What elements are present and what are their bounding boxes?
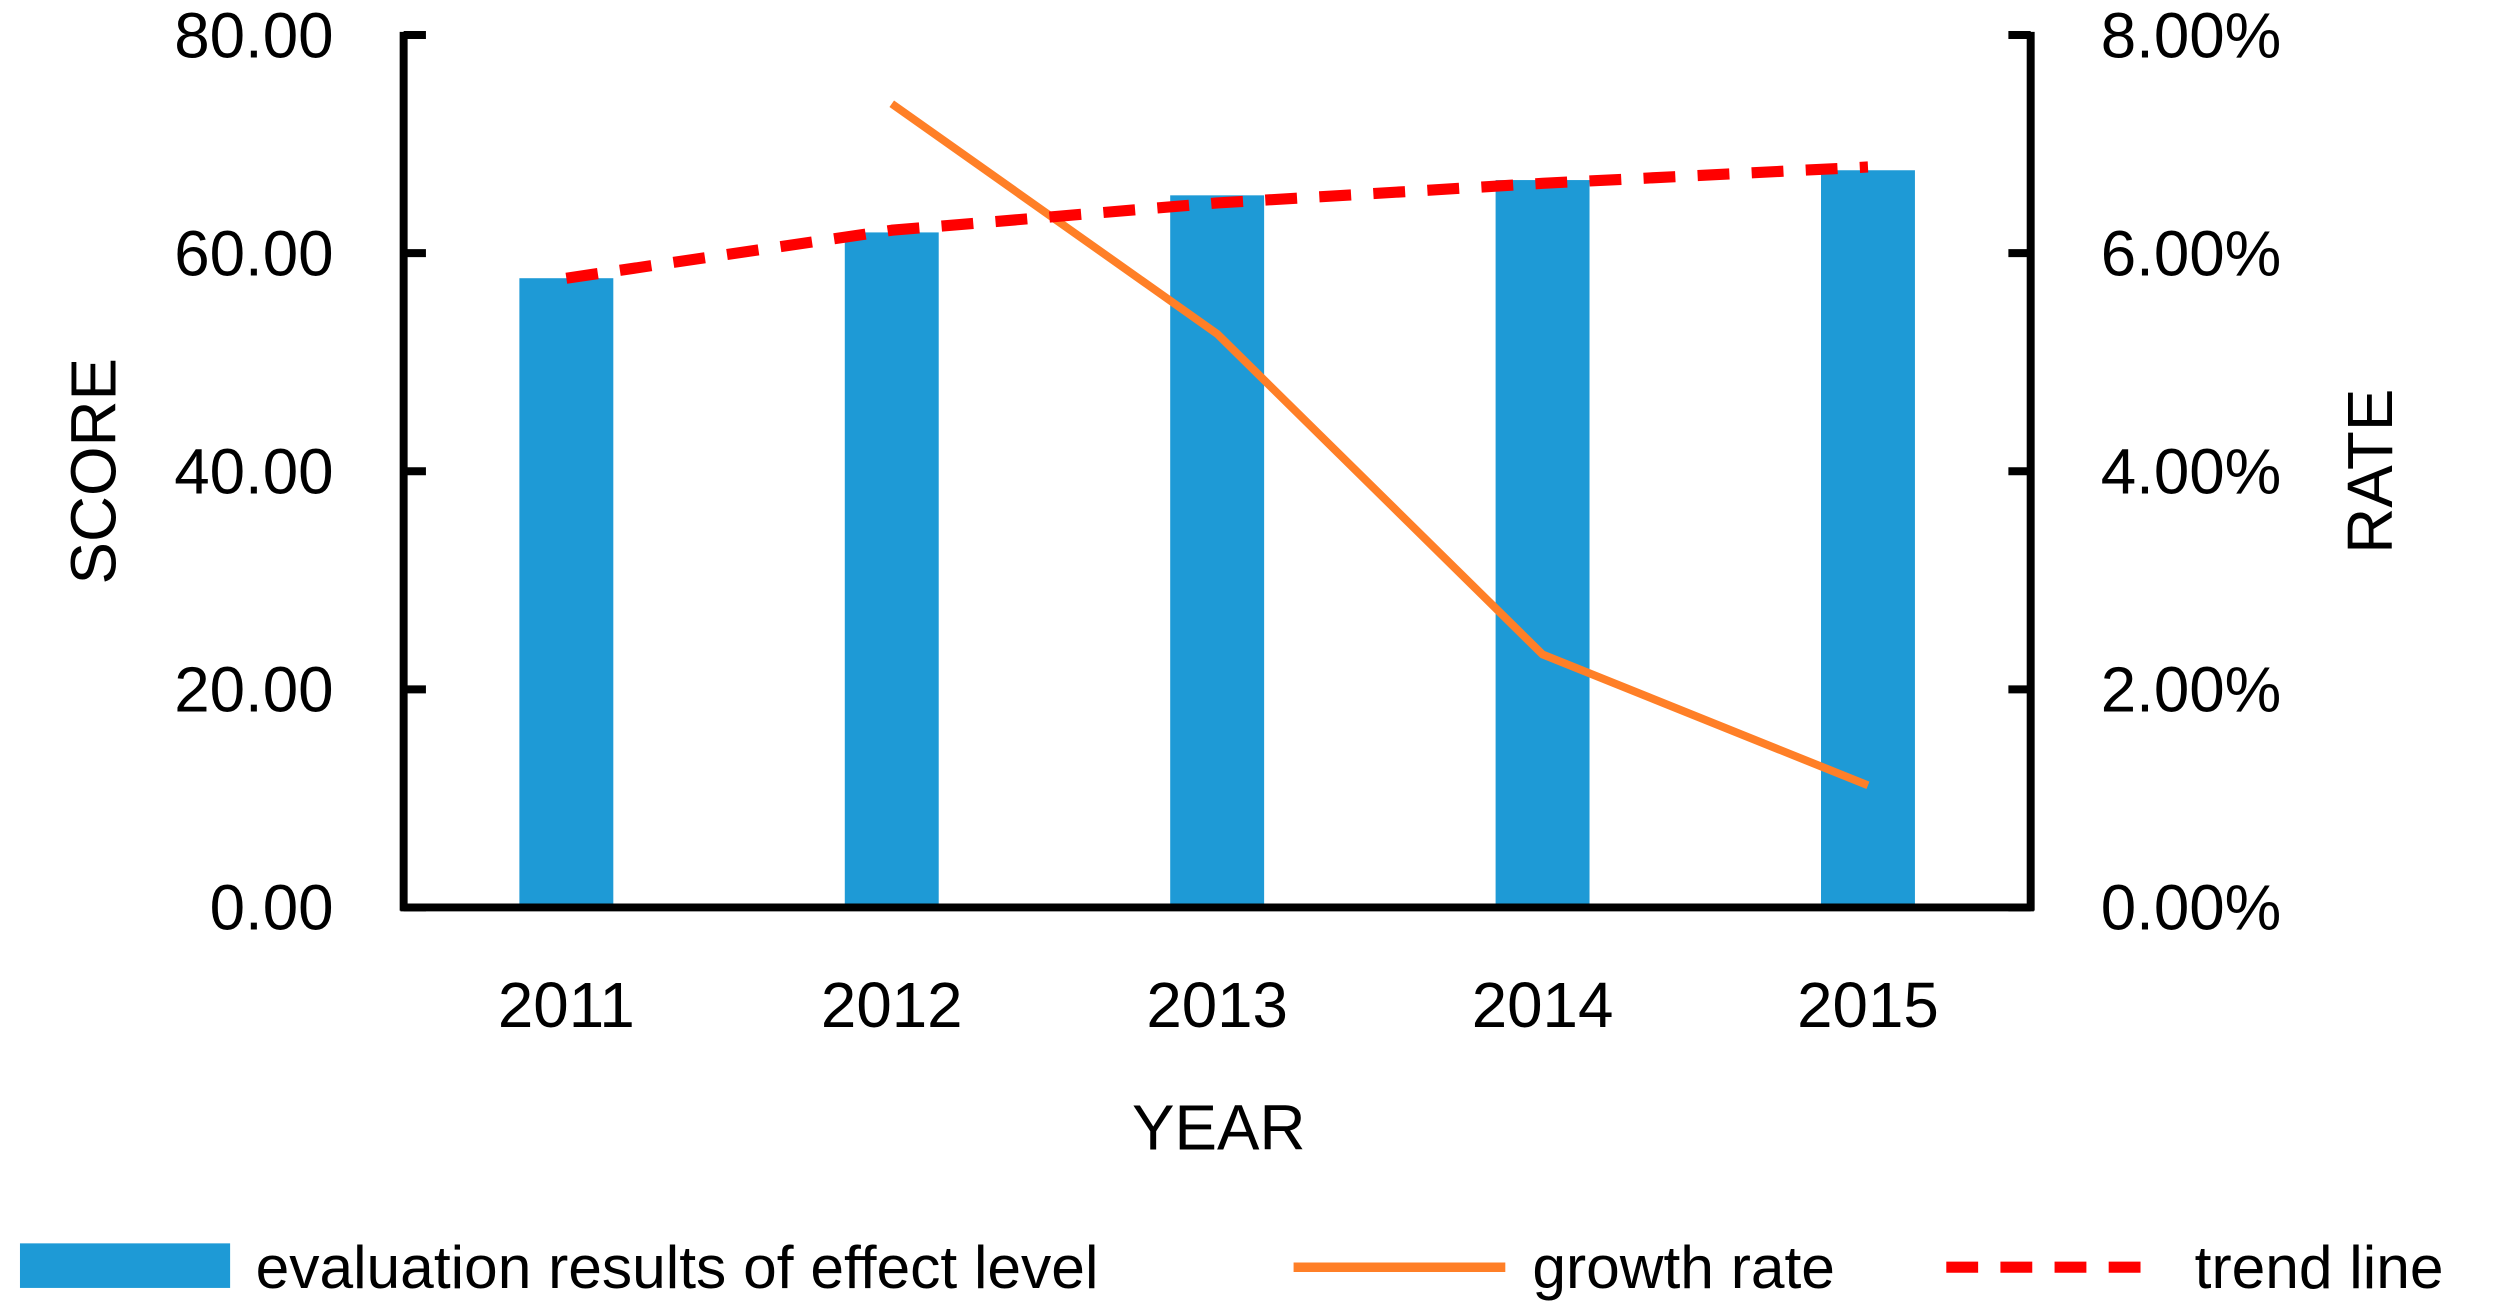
- y-tick-label: 60.00: [174, 218, 333, 289]
- chart-marks: [519, 100, 1915, 908]
- y2-tick-label: 8.00%: [2101, 0, 2282, 71]
- x-tick-label: 2012: [821, 970, 963, 1041]
- x-tick-label: 2013: [1146, 970, 1288, 1041]
- legend-label-bar: evaluation results of effect level: [256, 1233, 1099, 1301]
- legend-swatch-bar: [19, 1243, 231, 1288]
- y2-tick-label: 2.00%: [2101, 655, 2282, 726]
- x-axis-title: YEAR: [1132, 1092, 1305, 1163]
- x-tick-label: 2015: [1797, 970, 1939, 1041]
- y-tick-label: 40.00: [174, 437, 333, 508]
- y2-tick-label: 6.00%: [2101, 218, 2282, 289]
- y2-tick-label: 0.00%: [2101, 873, 2282, 944]
- y2-tick-label: 4.00%: [2101, 437, 2282, 508]
- x-tick-label: 2011: [498, 970, 635, 1041]
- y-tick-label: 0.00: [210, 873, 334, 944]
- y-tick-label: 80.00: [174, 0, 333, 71]
- y2-axis-title: RATE: [2335, 389, 2406, 554]
- bar: [1821, 170, 1915, 908]
- axis-ticks: 0.00 20.00 40.00 60.00 80.00 0.00% 2.00% 4.00% 6…: [174, 0, 2281, 1041]
- x-tick-label: 2014: [1472, 970, 1614, 1041]
- bar: [1495, 180, 1590, 908]
- y-tick-label: 20.00: [174, 655, 333, 726]
- bar: [519, 278, 614, 908]
- y-axis-title: SCORE: [58, 358, 129, 584]
- trend-line: [565, 161, 1869, 284]
- legend-label-trend: trend line: [2195, 1233, 2444, 1301]
- legend-label-growth: growth rate: [1532, 1233, 1835, 1301]
- bar: [844, 232, 939, 908]
- bar: [1170, 195, 1265, 908]
- growth-rate-line: [889, 100, 1870, 789]
- legend: evaluation results of effect level growt…: [19, 1233, 2444, 1301]
